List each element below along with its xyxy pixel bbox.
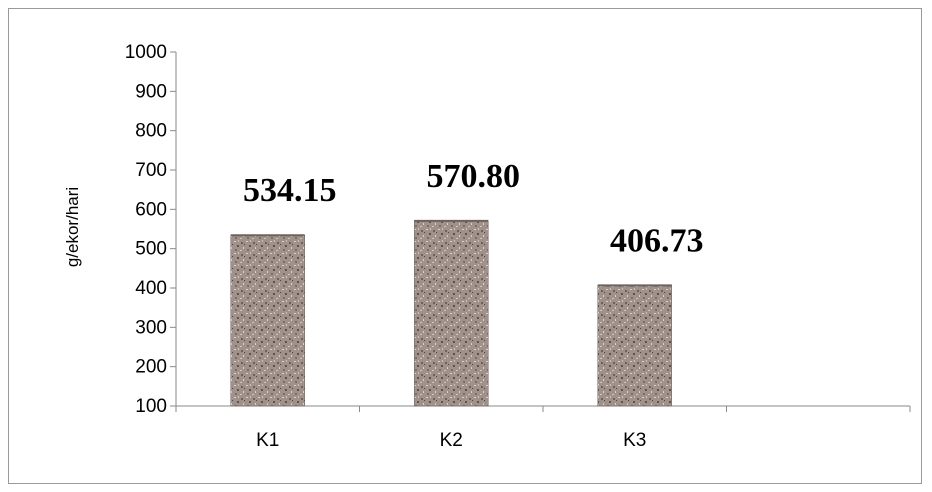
axes: 100 200 300 400 500 600 700 800 900 1000 K1 K2 K3	[125, 42, 911, 451]
y-tick-label: 300	[135, 317, 167, 338]
data-label: 534.15	[243, 172, 337, 209]
y-tick-label: 600	[135, 199, 167, 220]
y-tick-label: 1000	[125, 42, 167, 63]
x-category-label: K2	[440, 430, 463, 451]
x-category-label: K1	[256, 430, 279, 451]
bar-k1	[230, 234, 305, 407]
bar-k2	[414, 220, 489, 407]
data-label: 570.80	[427, 158, 521, 195]
y-tick-label: 100	[135, 396, 167, 417]
y-tick-label: 400	[135, 278, 167, 299]
bar-k3	[597, 285, 672, 407]
x-category-label: K3	[623, 430, 646, 451]
y-tick-label: 500	[135, 239, 167, 260]
data-label: 406.73	[610, 222, 704, 259]
y-tick-label: 800	[135, 121, 167, 142]
y-tick-label: 900	[135, 81, 167, 102]
bars-group	[230, 219, 672, 407]
y-axis-title: g/ekor/hari	[63, 187, 82, 267]
labels-group: 534.15 570.80 406.73	[243, 158, 704, 260]
y-tick-label: 700	[135, 160, 167, 181]
y-tick-label: 200	[135, 357, 167, 378]
